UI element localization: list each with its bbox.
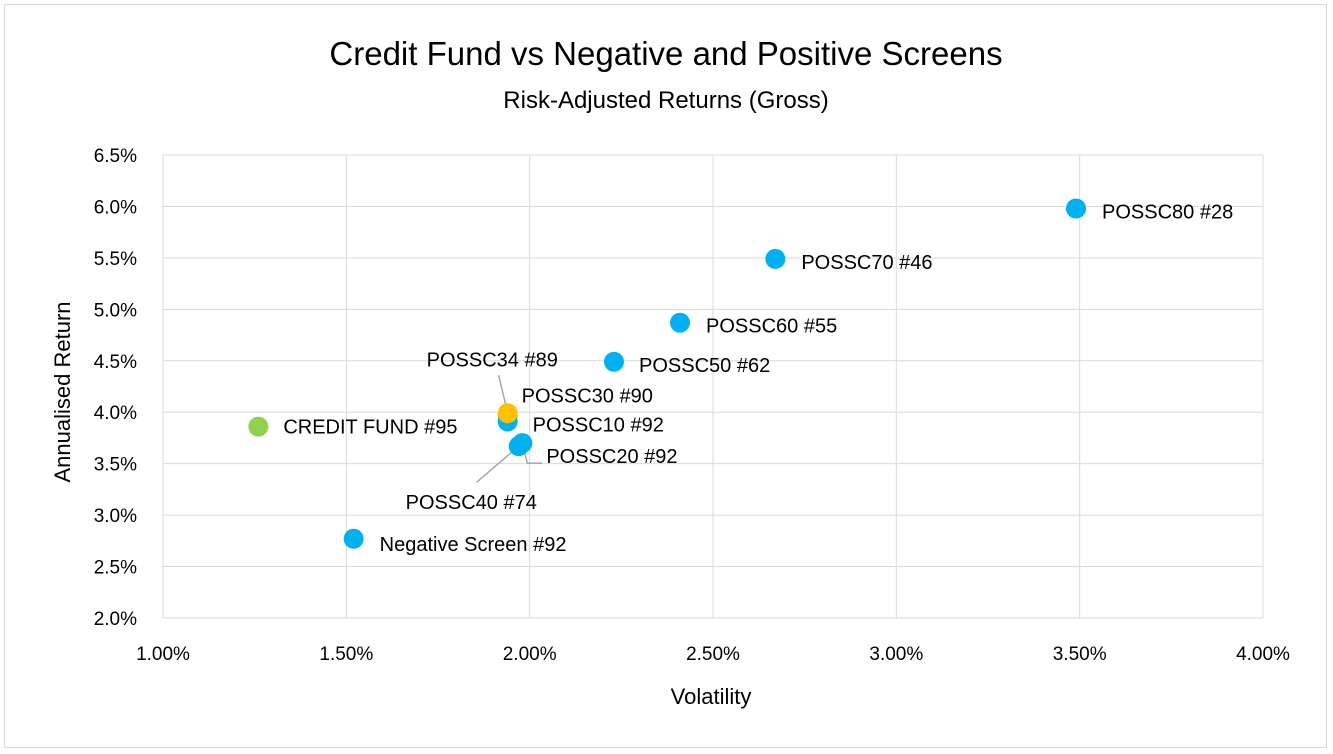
data-label: POSSC40 #74: [406, 492, 537, 514]
data-points: [248, 198, 1086, 549]
data-point: [497, 403, 518, 424]
y-tick-label: 4.0%: [94, 403, 137, 424]
y-tick-label: 5.5%: [94, 249, 137, 270]
scatter-chart: Credit Fund vs Negative and Positive Scr…: [50, 35, 1290, 709]
data-point: [248, 416, 269, 437]
data-labels: CREDIT FUND #95 Negative Screen #92 POSSC1…: [283, 202, 1233, 556]
chart-title: Credit Fund vs Negative and Positive Scr…: [329, 35, 1002, 72]
data-point: [508, 436, 529, 457]
y-tick-label: 2.5%: [94, 558, 137, 579]
x-tick-label: 1.50%: [319, 644, 373, 665]
data-point: [604, 351, 624, 372]
tick-labels: 1.00% 1.50% 2.00% 2.50% 3.00% 3.50% 4.00% 2.0% 2…: [94, 146, 1290, 665]
chart-subtitle: Risk-Adjusted Returns (Gross): [503, 87, 828, 114]
data-point: [1066, 198, 1086, 219]
y-tick-label: 6.0%: [94, 197, 137, 218]
gridlines: [162, 154, 1264, 619]
y-tick-label: 2.0%: [94, 609, 137, 630]
data-point: [670, 312, 690, 333]
x-tick-label: 4.00%: [1236, 644, 1290, 665]
y-tick-label: 3.0%: [94, 506, 137, 527]
data-label: Negative Screen #92: [380, 534, 567, 556]
data-point: [765, 248, 786, 269]
x-tick-label: 3.50%: [1053, 644, 1107, 665]
x-tick-label: 2.00%: [503, 644, 557, 665]
y-axis-title: Annualised Return: [50, 301, 75, 482]
data-label: POSSC80 #28: [1102, 202, 1233, 224]
data-label: POSSC10 #92: [533, 414, 664, 436]
y-tick-label: 6.5%: [94, 146, 137, 167]
data-label: CREDIT FUND #95: [283, 417, 457, 439]
x-tick-label: 1.00%: [136, 644, 190, 665]
data-label: POSSC50 #62: [639, 355, 770, 377]
y-tick-label: 4.5%: [94, 352, 137, 373]
data-label: POSSC60 #55: [706, 316, 837, 338]
data-point: [343, 528, 364, 549]
data-label: POSSC20 #92: [546, 446, 677, 468]
data-label: POSSC30 #90: [522, 385, 653, 407]
y-tick-label: 3.5%: [94, 455, 137, 476]
chart-frame: Credit Fund vs Negative and Positive Scr…: [4, 4, 1327, 748]
y-tick-label: 5.0%: [94, 300, 137, 321]
x-tick-label: 3.00%: [869, 644, 923, 665]
x-axis-title: Volatility: [671, 684, 752, 709]
data-label: POSSC34 #89: [427, 349, 558, 371]
x-tick-label: 2.50%: [686, 644, 740, 665]
data-label: POSSC70 #46: [801, 252, 932, 274]
